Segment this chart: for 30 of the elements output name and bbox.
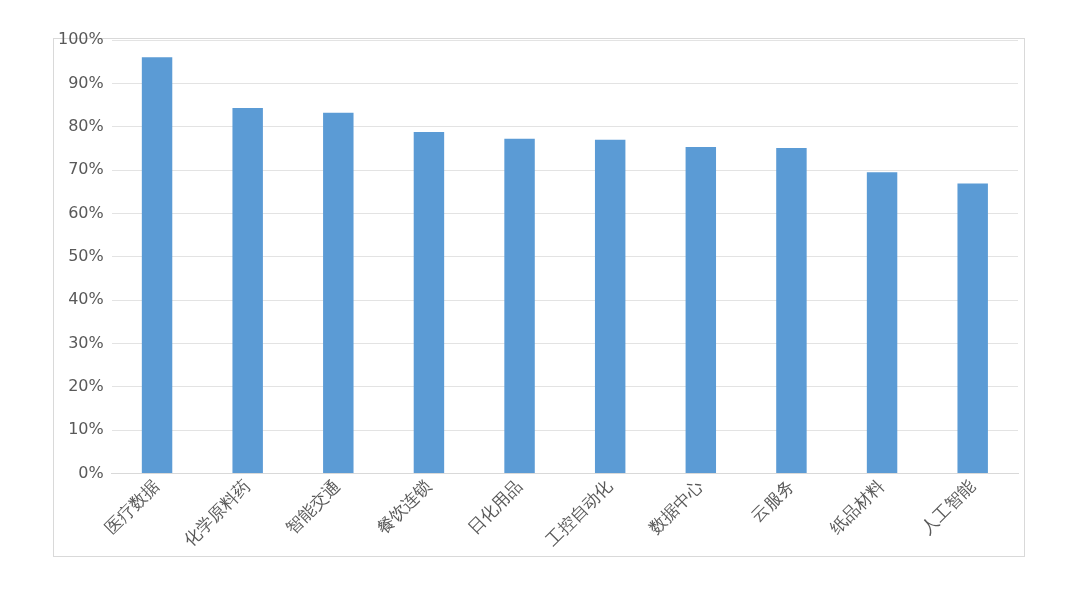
x-tick-label: 智能交通 bbox=[282, 475, 345, 538]
y-tick-label: 40% bbox=[68, 289, 104, 309]
bar bbox=[685, 147, 717, 473]
bar bbox=[323, 112, 354, 473]
x-tick-label: 云服务 bbox=[747, 475, 798, 526]
bar bbox=[594, 139, 626, 473]
x-tick-label: 纸品材料 bbox=[825, 475, 889, 538]
bar bbox=[413, 131, 445, 473]
bar bbox=[866, 172, 898, 473]
y-tick-label: 0% bbox=[78, 462, 104, 482]
x-tick-label: 人工智能 bbox=[916, 475, 979, 538]
x-tick-label: 数据中心 bbox=[644, 475, 707, 538]
bar bbox=[232, 108, 263, 473]
y-tick-label: 30% bbox=[68, 332, 104, 352]
x-tick-label: 餐饮连锁 bbox=[372, 475, 435, 538]
bar bbox=[957, 183, 988, 473]
x-tick-label: 工控自动化 bbox=[541, 475, 617, 550]
y-tick-label: 20% bbox=[68, 375, 104, 395]
y-tick-label: 60% bbox=[68, 202, 104, 222]
y-tick-label: 90% bbox=[68, 72, 104, 92]
bar bbox=[504, 138, 535, 473]
y-tick-label: 80% bbox=[68, 115, 104, 135]
x-tick-label: 化学原料药 bbox=[179, 475, 254, 550]
y-tick-label: 50% bbox=[68, 245, 104, 265]
y-tick-label: 70% bbox=[68, 159, 104, 179]
x-tick-label: 日化用品 bbox=[463, 475, 526, 538]
bar bbox=[776, 147, 807, 473]
y-tick-label: 10% bbox=[68, 419, 104, 439]
bar bbox=[141, 57, 173, 473]
y-tick-label: 100% bbox=[57, 29, 104, 49]
